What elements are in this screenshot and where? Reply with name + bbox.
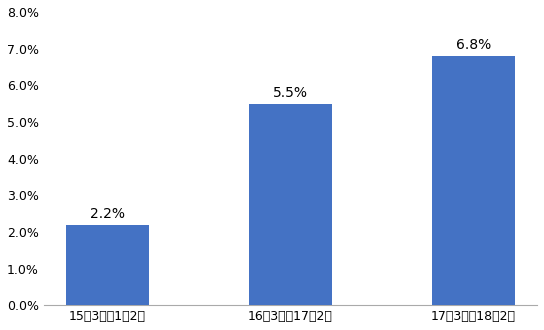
Bar bbox=[249, 104, 332, 305]
Bar bbox=[432, 56, 515, 305]
Text: 6.8%: 6.8% bbox=[456, 38, 491, 52]
Text: 5.5%: 5.5% bbox=[273, 86, 308, 100]
Bar bbox=[66, 224, 149, 305]
Text: 2.2%: 2.2% bbox=[90, 207, 125, 221]
